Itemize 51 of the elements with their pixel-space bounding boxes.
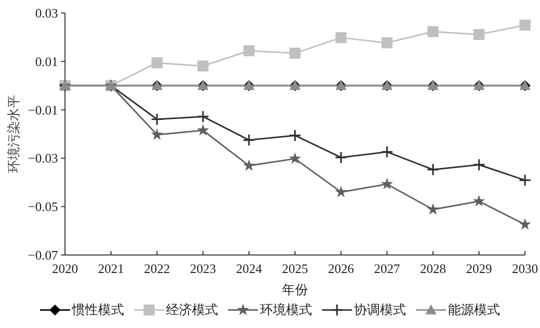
point xyxy=(242,159,256,171)
x-axis-title: 年份 xyxy=(282,282,308,297)
legend-label: 惯性模式 xyxy=(71,302,124,317)
x-tick-label: 2027 xyxy=(374,261,400,276)
legend-label: 能源模式 xyxy=(448,302,500,317)
y-tick-label: −0.03 xyxy=(28,150,58,166)
point xyxy=(196,124,210,136)
point xyxy=(244,134,254,146)
point xyxy=(336,152,346,163)
x-tick-label: 2025 xyxy=(282,261,308,276)
point xyxy=(382,37,392,48)
x-tick-label: 2022 xyxy=(144,261,170,276)
point xyxy=(426,203,440,215)
y-tick-label: 0.01 xyxy=(35,54,58,69)
legend-label: 协调模式 xyxy=(354,302,406,317)
x-tick-label: 2023 xyxy=(190,261,216,276)
x-tick-label: 2020 xyxy=(52,261,78,276)
point xyxy=(290,130,300,141)
legend-label: 环境模式 xyxy=(260,302,312,317)
point xyxy=(290,48,300,59)
y-tick-label: −0.07 xyxy=(28,248,58,262)
point xyxy=(472,194,486,206)
point xyxy=(244,45,254,56)
x-tick-label: 2028 xyxy=(420,261,446,276)
point xyxy=(334,186,348,198)
point xyxy=(150,128,164,140)
y-tick-label: 0.03 xyxy=(35,6,58,20)
point xyxy=(198,111,208,122)
x-tick-label: 2029 xyxy=(466,261,492,276)
y-tick-label: −0.05 xyxy=(28,199,58,214)
point xyxy=(474,29,484,40)
point xyxy=(520,20,530,31)
point xyxy=(198,60,208,72)
x-tick-label: 2024 xyxy=(236,261,262,276)
point xyxy=(288,152,302,164)
point xyxy=(382,146,392,158)
legend-label: 经济模式 xyxy=(166,302,218,317)
y-tick-label: −0.01 xyxy=(28,102,58,118)
point xyxy=(474,159,484,170)
x-tick-label: 2026 xyxy=(328,261,354,276)
point xyxy=(520,174,530,186)
point xyxy=(336,32,346,44)
point xyxy=(152,114,162,125)
point xyxy=(152,57,162,68)
point xyxy=(380,178,394,190)
point xyxy=(428,26,438,38)
x-tick-label: 2030 xyxy=(512,261,538,276)
x-tick-label: 2021 xyxy=(98,261,124,276)
point xyxy=(518,218,532,230)
point xyxy=(428,164,438,176)
y-axis-title: 环境污染水平 xyxy=(6,95,21,173)
